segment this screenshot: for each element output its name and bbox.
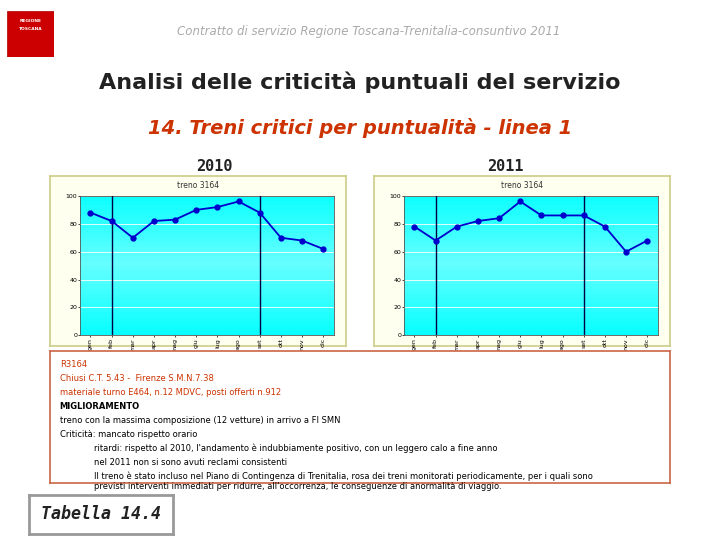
Text: treno con la massima composizione (12 vetture) in arrivo a FI SMN: treno con la massima composizione (12 ve… bbox=[60, 416, 340, 425]
Text: REGIONE: REGIONE bbox=[19, 19, 42, 23]
FancyBboxPatch shape bbox=[7, 11, 54, 57]
Text: Analisi delle criticità puntuali del servizio: Analisi delle criticità puntuali del ser… bbox=[99, 72, 621, 93]
Text: Contratto di servizio Regione Toscana-Trenitalia-consuntivo 2011: Contratto di servizio Regione Toscana-Tr… bbox=[177, 25, 560, 38]
Text: Chiusi C.T. 5.43 -  Firenze S.M.N.7.38: Chiusi C.T. 5.43 - Firenze S.M.N.7.38 bbox=[60, 374, 214, 383]
Text: TOSCANA: TOSCANA bbox=[19, 27, 42, 31]
Text: ritardi: rispetto al 2010, l'andamento è indubbiamente positivo, con un leggero : ritardi: rispetto al 2010, l'andamento è… bbox=[94, 443, 498, 453]
Text: 2011: 2011 bbox=[487, 159, 524, 173]
Text: treno 3164: treno 3164 bbox=[177, 181, 219, 190]
Text: nel 2011 non si sono avuti reclami consistenti: nel 2011 non si sono avuti reclami consi… bbox=[94, 457, 287, 467]
Text: materiale turno E464, n.12 MDVC, posti offerti n.912: materiale turno E464, n.12 MDVC, posti o… bbox=[60, 388, 281, 397]
Text: R3164: R3164 bbox=[60, 360, 87, 369]
Text: Il treno è stato incluso nel Piano di Contingenza di Trenitalia, rosa dei treni : Il treno è stato incluso nel Piano di Co… bbox=[94, 471, 593, 491]
Text: Criticità: mancato rispetto orario: Criticità: mancato rispetto orario bbox=[60, 430, 197, 438]
Text: 2010: 2010 bbox=[196, 159, 233, 173]
Text: 14. Treni critici per puntualità - linea 1: 14. Treni critici per puntualità - linea… bbox=[148, 118, 572, 138]
Text: Tabella 14.4: Tabella 14.4 bbox=[41, 505, 161, 523]
Text: treno 3164: treno 3164 bbox=[501, 181, 543, 190]
Text: MIGLIORAMENTO: MIGLIORAMENTO bbox=[60, 402, 140, 411]
